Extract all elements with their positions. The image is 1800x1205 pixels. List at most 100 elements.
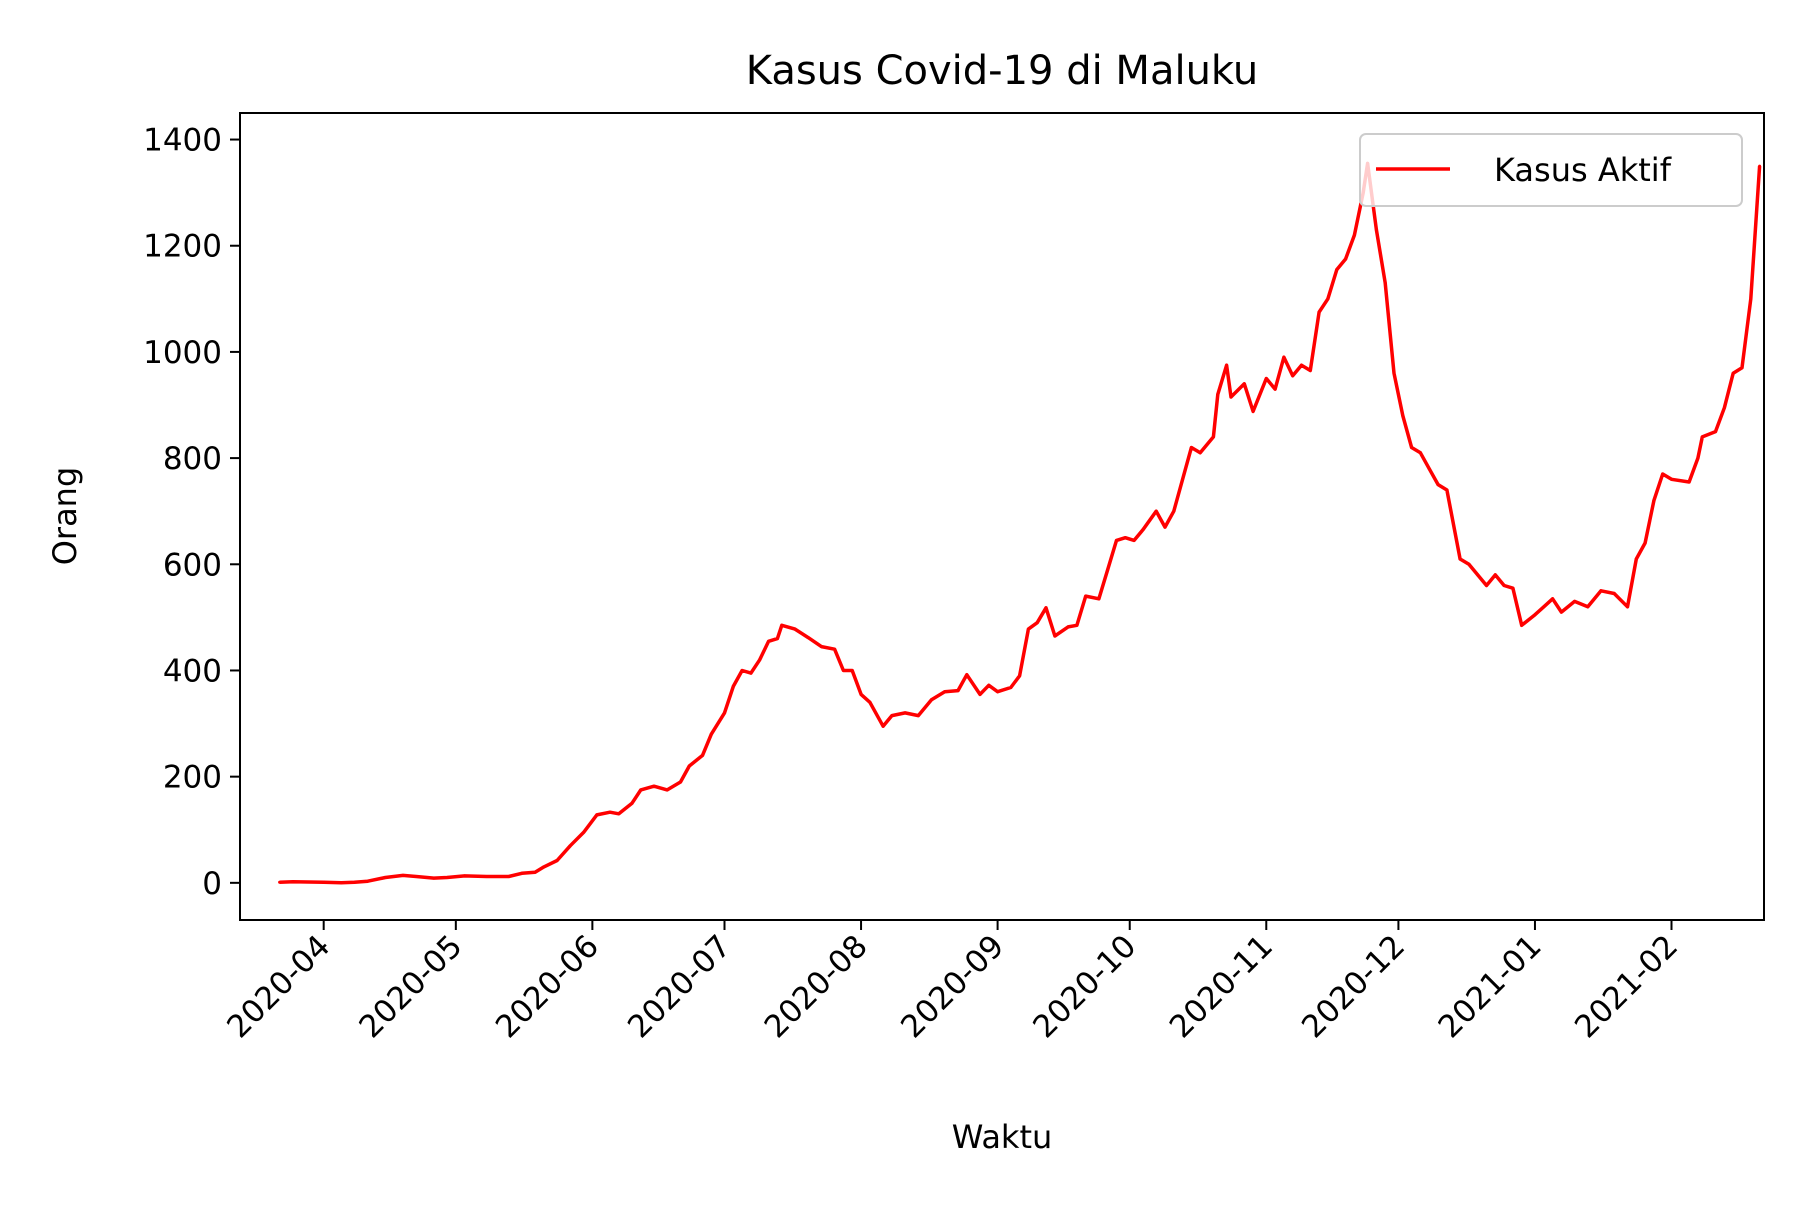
data-point (767, 639, 771, 643)
y-axis-label: Orang (46, 467, 84, 566)
data-point (608, 810, 612, 814)
data-point (652, 784, 656, 788)
data-point (740, 669, 744, 672)
x-tick-label: 2021-01 (1432, 928, 1549, 1045)
x-tick-label: 2020-05 (352, 928, 469, 1045)
data-point (1445, 488, 1449, 492)
data-point (1559, 610, 1563, 614)
x-tick-label: 2020-08 (758, 928, 875, 1045)
data-point (965, 673, 969, 677)
data-point (1383, 281, 1387, 285)
data-point (1216, 392, 1220, 396)
data-point (1225, 363, 1229, 367)
data-point (1018, 674, 1022, 678)
y-axis: 0 200 400 600 800 1000 1200 1400 (143, 123, 240, 902)
data-point (1652, 499, 1656, 503)
data-point (533, 870, 537, 874)
data-point (723, 711, 726, 715)
x-axis-label: Waktu (952, 1118, 1053, 1156)
data-point (1198, 451, 1202, 455)
data-point (1670, 477, 1673, 481)
data-point (366, 879, 370, 883)
data-point (1586, 605, 1590, 609)
data-point (780, 623, 784, 627)
chart-title: Kasus Covid-19 di Maluku (746, 48, 1258, 94)
data-point (758, 658, 762, 662)
data-point (630, 801, 634, 805)
data-point (701, 753, 704, 757)
data-point (1502, 584, 1506, 587)
data-point (930, 698, 933, 702)
data-point (1643, 541, 1647, 545)
data-point (1467, 562, 1471, 566)
data-point (1612, 592, 1616, 595)
data-point (582, 830, 586, 834)
data-point (322, 880, 326, 884)
data-point (1242, 382, 1246, 386)
data-point (996, 690, 1000, 694)
data-point (414, 875, 418, 878)
series-layer (278, 161, 1762, 885)
data-point (1264, 377, 1268, 380)
data-point (1520, 623, 1524, 627)
data-point (956, 689, 960, 693)
data-point (1115, 538, 1118, 542)
data-point (353, 880, 356, 884)
data-point (1154, 509, 1158, 513)
data-point (1026, 627, 1030, 631)
data-point (595, 813, 599, 817)
data-point (555, 859, 559, 862)
data-point (709, 732, 713, 736)
data-point (1634, 557, 1638, 561)
data-point (943, 690, 947, 694)
x-tick-label: 2021-02 (1568, 928, 1685, 1045)
data-point (687, 764, 691, 768)
data-point (1123, 536, 1127, 540)
data-point (1084, 594, 1088, 598)
y-tick-label: 1200 (143, 229, 222, 265)
data-point (978, 692, 982, 696)
data-point (401, 873, 405, 877)
data-point (1075, 623, 1079, 627)
data-point (1172, 509, 1176, 513)
data-point (850, 669, 854, 672)
data-point (859, 692, 863, 696)
y-tick-label: 800 (163, 441, 222, 477)
legend: Kasus Aktif (1359, 133, 1743, 207)
data-point (1661, 472, 1665, 476)
data-point (1132, 538, 1136, 542)
data-point (1551, 597, 1555, 601)
data-point (841, 669, 845, 672)
x-tick-label: 2020-12 (1295, 928, 1412, 1045)
data-point (1308, 369, 1312, 372)
data-point (1097, 597, 1101, 601)
data-point (1436, 483, 1440, 487)
data-point (793, 627, 797, 631)
data-point (1458, 557, 1462, 561)
data-point (868, 700, 872, 704)
data-point (1401, 414, 1405, 418)
data-point (463, 874, 467, 878)
data-point (833, 647, 837, 651)
data-point (903, 711, 907, 715)
data-point (665, 788, 669, 792)
data-point (731, 684, 735, 688)
data-point (1758, 164, 1762, 168)
y-tick-label: 400 (163, 653, 222, 689)
x-tick-label: 2020-06 (489, 928, 606, 1045)
data-point (1229, 395, 1233, 399)
data-point (1493, 573, 1497, 577)
data-point (1687, 480, 1691, 484)
data-point (1282, 355, 1286, 359)
data-point (1418, 451, 1422, 455)
data-point (1485, 584, 1488, 587)
data-point (1573, 599, 1577, 603)
x-tick-label: 2020-09 (894, 928, 1011, 1045)
data-point (1476, 573, 1480, 577)
data-point (1035, 621, 1039, 625)
data-point (1749, 297, 1753, 301)
y-tick-label: 200 (163, 760, 222, 796)
data-point (1317, 310, 1321, 314)
